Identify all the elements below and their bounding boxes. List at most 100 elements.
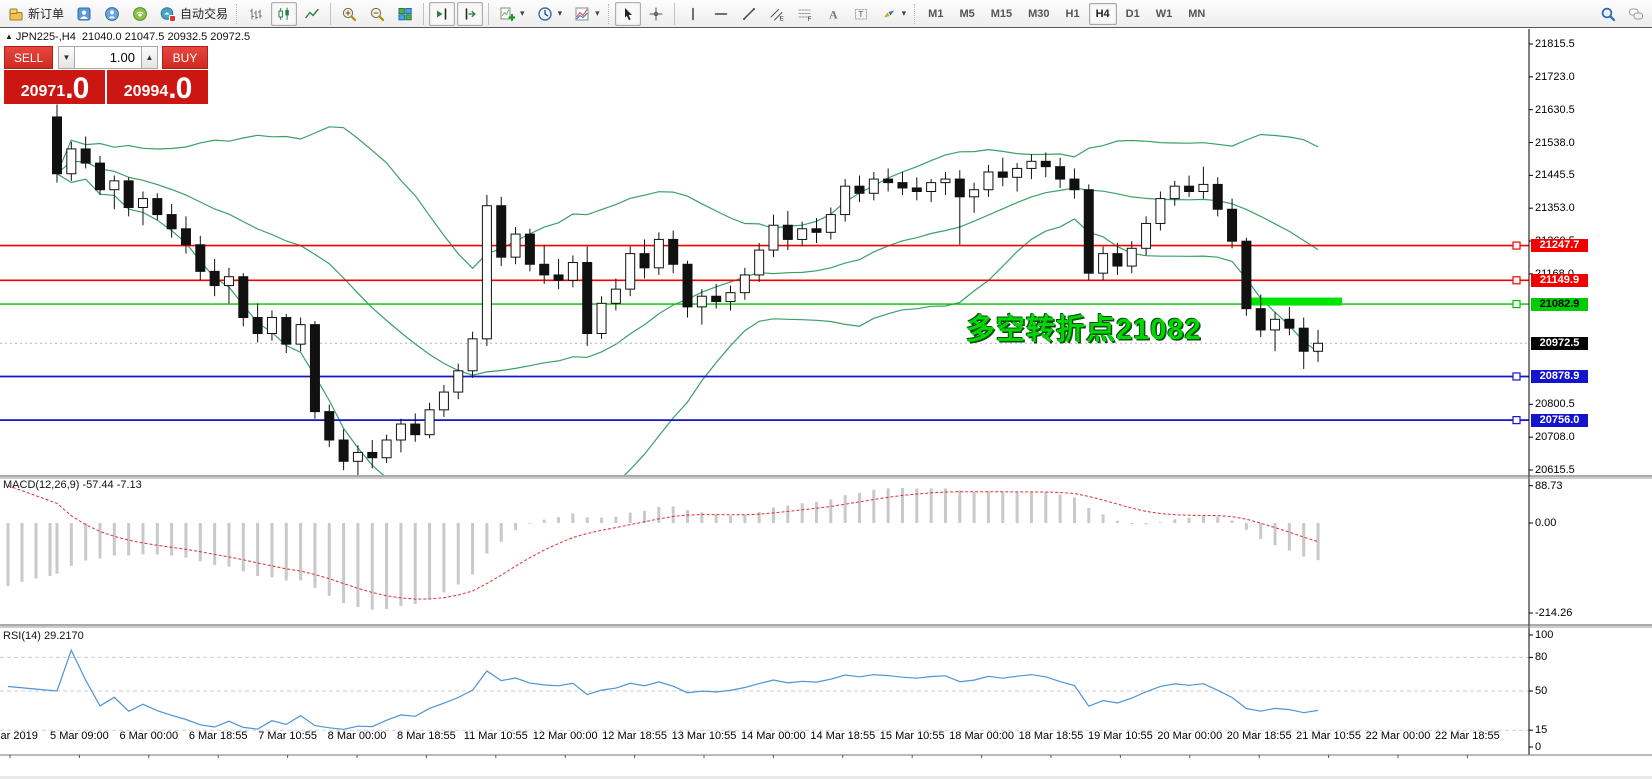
sell-price-int: 20971 — [20, 83, 66, 100]
candlestick-chart-button[interactable] — [271, 1, 298, 26]
buy-price[interactable]: 20994.0 — [107, 70, 208, 104]
arrows-icon — [881, 6, 897, 22]
indicators-button[interactable]: ▾ — [494, 2, 530, 26]
volume-down-button[interactable]: ▼ — [58, 46, 75, 69]
market-watch-button[interactable] — [71, 2, 97, 26]
periods-button[interactable]: ▾ — [532, 2, 568, 26]
tile-windows-icon — [397, 6, 413, 22]
bar-chart-icon — [248, 6, 264, 22]
dropdown-caret: ▾ — [901, 8, 907, 18]
symbol-name: JPN225-,H4 — [15, 31, 76, 43]
zoom-in-button[interactable] — [336, 2, 362, 26]
clock-icon — [537, 6, 553, 22]
tile-windows-button[interactable] — [392, 2, 418, 26]
search-button[interactable] — [1595, 2, 1621, 26]
buy-price-int: 20994 — [123, 83, 169, 100]
chart-window[interactable]: ▲ JPN225-,H4 21040.0 21047.5 20932.5 20972… — [0, 29, 1652, 779]
timeframe-m1[interactable]: M1 — [921, 3, 950, 25]
timeframe-m15[interactable]: M15 — [984, 3, 1019, 25]
svg-text:E: E — [779, 15, 784, 22]
channel-icon: E — [769, 6, 785, 22]
arrows-button[interactable]: ▾ — [876, 2, 912, 26]
new-order-button[interactable]: 新订单 — [3, 2, 69, 26]
buy-button[interactable]: BUY — [162, 46, 208, 69]
toolbar-grip — [236, 3, 240, 24]
one-click-trading-panel: SELL ▼ ▲ BUY 20971.0 20994.0 — [4, 46, 208, 104]
sell-button[interactable]: SELL — [4, 46, 53, 69]
auto-scroll-button[interactable] — [429, 1, 456, 26]
toolbar-grip — [607, 3, 612, 24]
signals-button[interactable] — [127, 2, 153, 26]
toolbar: 新订单 自动交易 ▾ ▾ ▾ E F A T ▾ M1 M5 M15 M30 H1 H4 D… — [0, 0, 1652, 28]
toolbar-grip — [914, 3, 918, 24]
rsi-label: RSI(14) 29.2170 — [3, 630, 84, 642]
cursor-icon — [620, 6, 636, 22]
separator — [673, 2, 675, 25]
vertical-line-icon — [685, 6, 701, 22]
separator — [423, 2, 425, 25]
text-tool-button[interactable]: A — [820, 2, 846, 26]
new-order-label: 新订单 — [28, 7, 65, 21]
zoom-in-icon — [341, 6, 357, 22]
chart-shift-button[interactable] — [457, 1, 484, 26]
text-tool-icon: A — [825, 6, 841, 22]
symbol-title: ▲ JPN225-,H4 21040.0 21047.5 20932.5 20972… — [5, 31, 250, 43]
chart-annotation-text[interactable]: 多空转折点21082 — [966, 314, 1202, 346]
collapse-icon[interactable]: ▲ — [5, 32, 13, 41]
buy-price-big: .0 — [168, 72, 192, 105]
autotrade-button[interactable]: 自动交易 — [155, 2, 233, 26]
line-chart-icon — [304, 6, 320, 22]
label-tool-icon: T — [853, 6, 869, 22]
signal-icon — [132, 6, 148, 22]
timeframe-w1[interactable]: W1 — [1149, 3, 1180, 25]
chat-icon — [1628, 6, 1644, 22]
macd-label: MACD(12,26,9) -57.44 -7.13 — [3, 479, 142, 491]
trendline-icon — [741, 6, 757, 22]
dropdown-caret: ▾ — [595, 8, 600, 18]
fibonacci-button[interactable]: F — [792, 2, 818, 26]
new-order-icon — [8, 6, 24, 22]
line-chart-button[interactable] — [299, 2, 325, 26]
zoom-out-button[interactable] — [364, 2, 390, 26]
zoom-out-icon — [369, 6, 385, 22]
search-icon — [1600, 6, 1616, 22]
volume-up-button[interactable]: ▲ — [141, 46, 158, 69]
sell-price-big: .0 — [65, 72, 89, 105]
vertical-line-button[interactable] — [680, 2, 706, 26]
chat-button[interactable] — [1623, 2, 1649, 26]
profile-icon — [104, 6, 120, 22]
timeframe-m30[interactable]: M30 — [1021, 3, 1056, 25]
timeframe-mn[interactable]: MN — [1181, 3, 1212, 25]
horizontal-line-icon — [713, 6, 729, 22]
chart-window-icon — [76, 6, 92, 22]
timeframe-h4[interactable]: H4 — [1088, 2, 1117, 25]
volume-input[interactable] — [75, 46, 141, 69]
dropdown-caret: ▾ — [557, 8, 563, 18]
timeframe-m5[interactable]: M5 — [952, 3, 981, 25]
crosshair-button[interactable] — [643, 2, 669, 26]
auto-scroll-icon — [434, 6, 450, 22]
separator — [488, 2, 490, 25]
sell-price[interactable]: 20971.0 — [4, 70, 105, 104]
candlestick-icon — [276, 6, 292, 22]
autotrade-icon — [160, 6, 177, 22]
crosshair-icon — [648, 6, 664, 22]
bar-chart-button[interactable] — [243, 2, 269, 26]
timeframe-h1[interactable]: H1 — [1059, 3, 1087, 25]
fibonacci-icon: F — [797, 6, 813, 22]
channel-button[interactable]: E — [764, 2, 790, 26]
label-tool-button[interactable]: T — [848, 2, 874, 26]
separator — [330, 2, 332, 25]
template-icon — [574, 6, 590, 22]
cursor-button[interactable] — [614, 1, 641, 26]
horizontal-line-button[interactable] — [708, 2, 734, 26]
ohlc-values: 21040.0 21047.5 20932.5 20972.5 — [81, 31, 251, 43]
community-button[interactable] — [99, 2, 125, 26]
timeframe-group: M1 M5 M15 M30 H1 H4 D1 W1 MN — [920, 2, 1213, 25]
templates-button[interactable]: ▾ — [569, 2, 605, 26]
chart-shift-icon — [462, 6, 478, 22]
timeframe-d1[interactable]: D1 — [1119, 3, 1147, 25]
trendline-button[interactable] — [736, 2, 762, 26]
svg-text:T: T — [858, 9, 863, 19]
